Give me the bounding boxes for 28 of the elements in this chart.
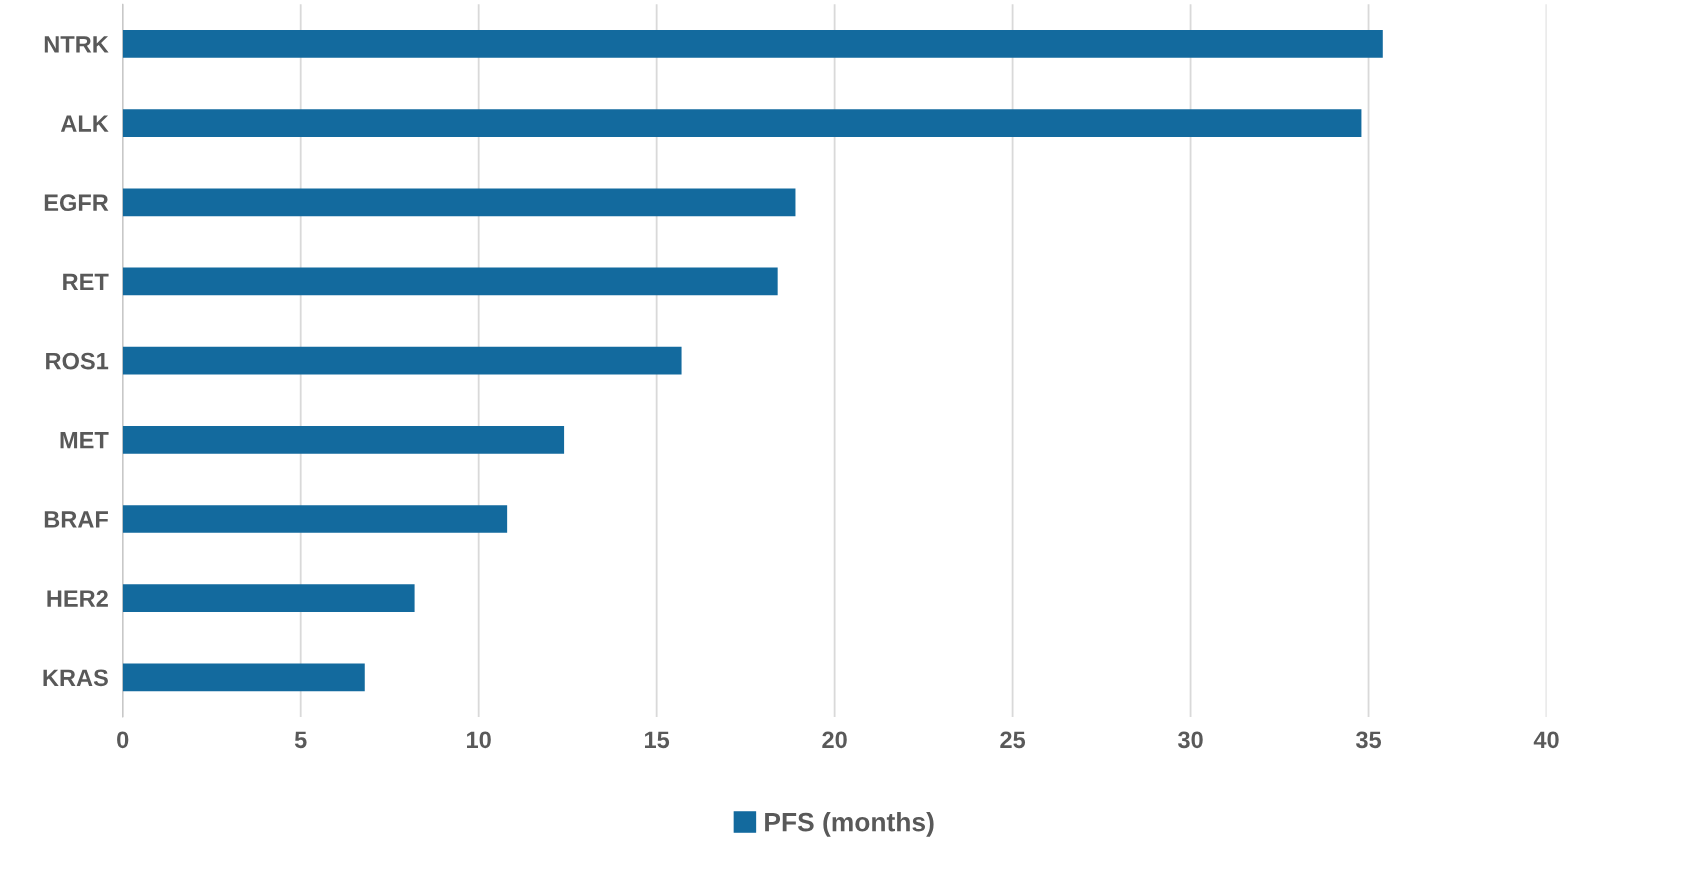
y-tick-label: BRAF [44, 511, 108, 528]
bar [122, 584, 415, 613]
y-tick-label: HER2 [47, 590, 108, 607]
bar [122, 109, 1362, 137]
x-tick-label: 15 [645, 731, 670, 749]
y-tick-label: MET [60, 432, 109, 449]
x-tick-label: 0 [117, 731, 129, 749]
x-tick-label: 5 [294, 731, 307, 749]
bar [122, 346, 682, 375]
y-tick-label: RET [63, 273, 109, 291]
bar [122, 663, 365, 692]
x-tick-label: 35 [1355, 731, 1382, 749]
x-tick-label: 40 [1533, 731, 1559, 749]
x-tick-label: 30 [1177, 731, 1203, 749]
y-tick-label: KRAS [43, 669, 108, 687]
y-tick-label: ROS1 [46, 352, 109, 370]
x-tick-label: 10 [467, 731, 491, 749]
bar [122, 425, 565, 454]
legend-label: PFS (months) [765, 812, 934, 837]
bar [122, 188, 796, 217]
y-tick-label: ALK [60, 115, 109, 132]
bar [122, 30, 1383, 58]
bar [122, 505, 508, 533]
y-tick-label: EGFR [44, 194, 109, 212]
x-tick-label: 20 [822, 731, 847, 749]
bar [122, 267, 778, 296]
x-tick-label: 25 [1000, 731, 1026, 749]
y-tick-label: NTRK [44, 36, 109, 53]
